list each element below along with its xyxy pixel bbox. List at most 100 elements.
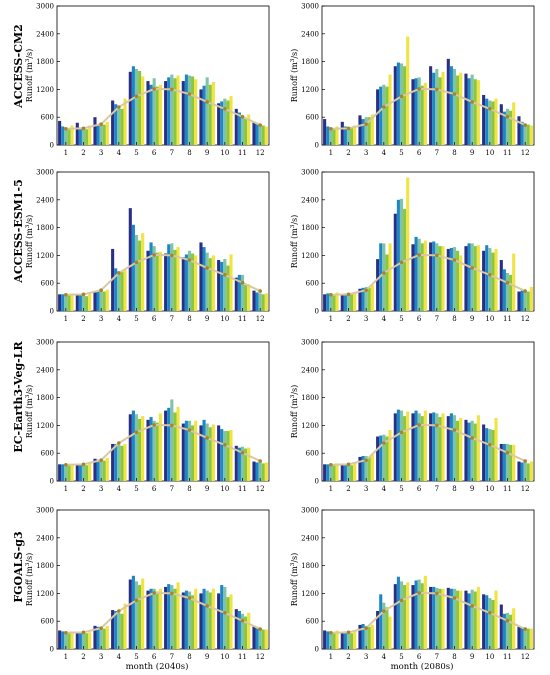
- y-axis-title: Runoff (m3/s): [25, 215, 34, 269]
- bar: [149, 84, 153, 145]
- baseline-marker: [470, 604, 474, 608]
- bar: [111, 443, 115, 481]
- bar: [323, 294, 327, 311]
- x-tick-label: 5: [134, 315, 138, 323]
- bar: [512, 444, 516, 481]
- x-tick-label: 12: [521, 315, 530, 323]
- y-tick-label: 600: [41, 280, 54, 288]
- bar: [78, 127, 82, 145]
- baseline-marker: [364, 458, 368, 462]
- baseline-marker: [488, 273, 492, 277]
- y-tick-label: 3000: [36, 507, 54, 515]
- bar: [512, 253, 516, 311]
- baseline-marker: [170, 87, 174, 92]
- bar: [181, 423, 185, 481]
- y-tick-label: 600: [306, 114, 319, 122]
- bar: [240, 613, 245, 649]
- x-tick-label: 6: [152, 149, 157, 157]
- x-tick-label: 5: [134, 149, 138, 157]
- bar: [470, 243, 474, 311]
- bar: [81, 632, 86, 649]
- bar: [393, 584, 397, 649]
- x-tick-label: 6: [417, 149, 422, 157]
- baseline-marker: [417, 87, 421, 91]
- baseline-marker: [399, 598, 404, 603]
- bar: [61, 294, 65, 311]
- bar: [485, 595, 489, 649]
- bar: [432, 412, 436, 481]
- x-tick-label: 8: [452, 653, 456, 661]
- baseline-marker: [346, 462, 351, 467]
- bar: [88, 632, 92, 649]
- x-tick-label: 7: [170, 149, 174, 157]
- bar: [526, 628, 530, 649]
- bar: [491, 101, 495, 145]
- y-axis-title-sup: 3: [290, 394, 296, 398]
- bar: [223, 586, 227, 649]
- bar: [406, 411, 410, 481]
- baseline-marker: [64, 630, 68, 635]
- baseline-marker: [64, 126, 68, 131]
- bar: [376, 436, 380, 481]
- x-tick-label: 4: [382, 485, 387, 493]
- bar: [93, 458, 97, 481]
- x-tick-label: 2: [81, 315, 85, 323]
- row-label: ACCESS-ESM1-5: [12, 179, 25, 283]
- bar: [393, 66, 397, 145]
- bar: [346, 632, 351, 649]
- bar: [494, 248, 498, 311]
- bar: [406, 582, 410, 649]
- bar: [485, 245, 489, 311]
- baseline-marker: [240, 450, 245, 455]
- bar: [464, 419, 468, 481]
- bar: [58, 630, 62, 649]
- bar: [117, 106, 121, 145]
- x-tick-label: 3: [99, 653, 103, 661]
- baseline-marker: [258, 289, 262, 293]
- bar: [473, 423, 477, 481]
- baseline-marker: [505, 450, 510, 455]
- bar: [464, 590, 468, 649]
- bar: [141, 76, 145, 145]
- bar: [70, 464, 74, 481]
- bar: [438, 417, 442, 481]
- bar: [93, 625, 97, 649]
- baseline-marker: [187, 596, 192, 600]
- bar: [134, 581, 139, 649]
- bar: [237, 447, 241, 481]
- x-tick-label: 12: [521, 485, 530, 493]
- bar: [499, 604, 503, 649]
- y-tick-label: 1200: [36, 252, 54, 260]
- bar: [158, 84, 162, 145]
- bar: [93, 292, 97, 311]
- bar: [155, 422, 159, 481]
- bar: [105, 625, 109, 649]
- bar: [78, 464, 82, 481]
- bar: [470, 589, 474, 649]
- bar: [417, 77, 421, 145]
- bar: [411, 585, 415, 649]
- bar: [326, 126, 330, 145]
- y-tick-label: 2400: [36, 366, 54, 374]
- y-axis-title-tail: /s): [290, 215, 299, 225]
- bar: [64, 464, 68, 481]
- bar: [358, 288, 362, 311]
- bar: [379, 435, 383, 481]
- baseline-marker: [240, 618, 245, 623]
- bar: [505, 612, 510, 649]
- baseline-marker: [417, 591, 421, 595]
- y-axis-title-main: Runoff (m: [290, 398, 299, 438]
- baseline-marker: [364, 288, 368, 292]
- bar: [523, 290, 527, 311]
- bar: [85, 633, 89, 649]
- bar: [488, 247, 492, 311]
- bar: [199, 593, 203, 649]
- x-axis-title: month (2040s): [126, 661, 189, 672]
- baseline-marker: [187, 92, 192, 96]
- baseline-marker: [258, 123, 262, 127]
- bar: [202, 588, 206, 649]
- bar: [520, 627, 524, 649]
- baseline-line: [330, 87, 526, 130]
